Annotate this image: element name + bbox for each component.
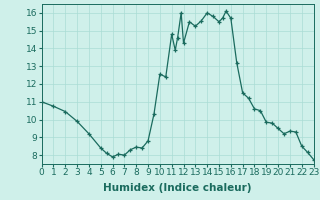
- X-axis label: Humidex (Indice chaleur): Humidex (Indice chaleur): [103, 183, 252, 193]
